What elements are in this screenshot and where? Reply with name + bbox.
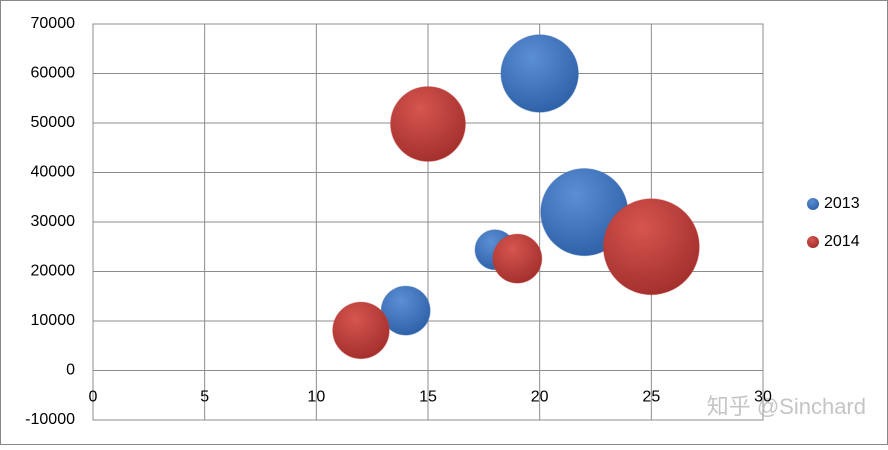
x-tick-label: 25: [642, 389, 660, 406]
watermark: 知乎 @Sinchard: [707, 394, 866, 419]
x-tick-label: 10: [307, 389, 325, 406]
y-tick-label: 10000: [31, 312, 76, 329]
y-tick-label: 40000: [31, 164, 76, 181]
x-tick-label: 5: [200, 389, 209, 406]
legend-label: 2014: [824, 233, 860, 250]
legend-marker: [807, 198, 819, 210]
legend-label: 2013: [824, 195, 860, 212]
x-tick-label: 0: [89, 389, 98, 406]
y-tick-label: 50000: [31, 114, 76, 131]
x-tick-label: 20: [531, 389, 549, 406]
legend-marker: [807, 236, 819, 248]
bubble: [332, 301, 390, 360]
bubble: [500, 34, 579, 113]
bubble: [602, 198, 700, 296]
y-tick-label: 30000: [31, 213, 76, 230]
y-tick-label: -10000: [25, 411, 75, 428]
bubble: [492, 233, 543, 284]
y-tick-label: 70000: [31, 15, 76, 32]
x-tick-label: 15: [419, 389, 437, 406]
y-tick-label: 20000: [31, 263, 76, 280]
y-tick-label: 60000: [31, 65, 76, 82]
x-tick-label: 30: [754, 389, 772, 406]
y-tick-label: 0: [66, 362, 75, 379]
bubble: [390, 86, 466, 162]
